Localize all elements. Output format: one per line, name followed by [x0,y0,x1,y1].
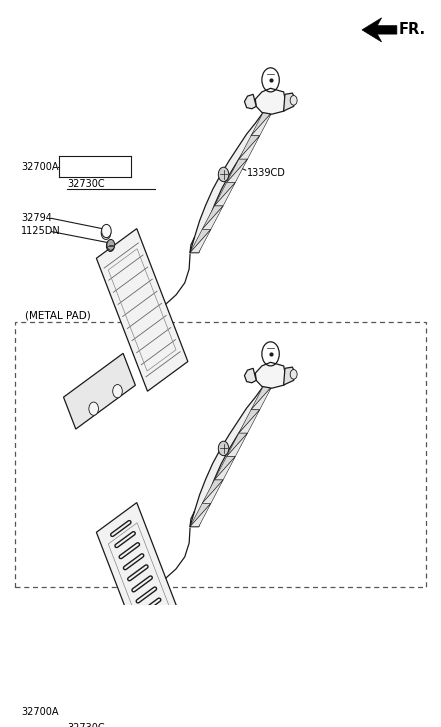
Polygon shape [214,182,235,206]
Polygon shape [97,502,188,665]
Polygon shape [190,503,211,526]
Circle shape [89,402,98,415]
Polygon shape [190,229,211,253]
Text: 32730C: 32730C [67,180,105,190]
Polygon shape [255,88,286,114]
Polygon shape [251,113,272,136]
Polygon shape [284,367,295,385]
Polygon shape [227,433,247,457]
Polygon shape [190,113,272,253]
Polygon shape [202,206,223,229]
Circle shape [101,225,111,238]
Polygon shape [244,95,256,109]
Polygon shape [190,229,211,253]
Circle shape [218,441,229,456]
Polygon shape [244,369,256,383]
Polygon shape [202,480,223,503]
Polygon shape [284,93,295,111]
Polygon shape [239,410,260,433]
Circle shape [218,167,229,182]
Text: 1339CD: 1339CD [247,168,285,177]
Polygon shape [239,136,260,159]
Circle shape [89,676,98,689]
Text: FR.: FR. [399,23,426,37]
Polygon shape [64,353,135,429]
Polygon shape [255,362,286,388]
Polygon shape [214,457,235,480]
Polygon shape [251,386,272,410]
Circle shape [290,369,297,379]
Polygon shape [64,627,135,703]
Circle shape [113,659,122,672]
Polygon shape [214,182,235,206]
Text: 1125DN: 1125DN [21,226,61,236]
Circle shape [290,95,297,105]
Polygon shape [227,159,247,182]
Polygon shape [227,433,247,457]
Text: 32730C: 32730C [67,723,105,727]
Text: (METAL PAD): (METAL PAD) [25,310,90,321]
Polygon shape [251,113,272,136]
Polygon shape [97,228,188,391]
Polygon shape [190,503,211,526]
Polygon shape [362,18,397,42]
Polygon shape [202,480,223,503]
Text: 32700A: 32700A [21,707,59,717]
Circle shape [101,226,111,239]
Text: 32794: 32794 [21,213,52,223]
Polygon shape [239,410,260,433]
Circle shape [113,385,122,398]
Polygon shape [202,206,223,229]
Polygon shape [239,136,260,159]
Polygon shape [214,457,235,480]
Text: 32700A: 32700A [21,161,59,172]
Polygon shape [190,386,272,526]
Circle shape [106,241,114,252]
Circle shape [107,239,115,250]
Polygon shape [251,386,272,410]
Polygon shape [227,159,247,182]
